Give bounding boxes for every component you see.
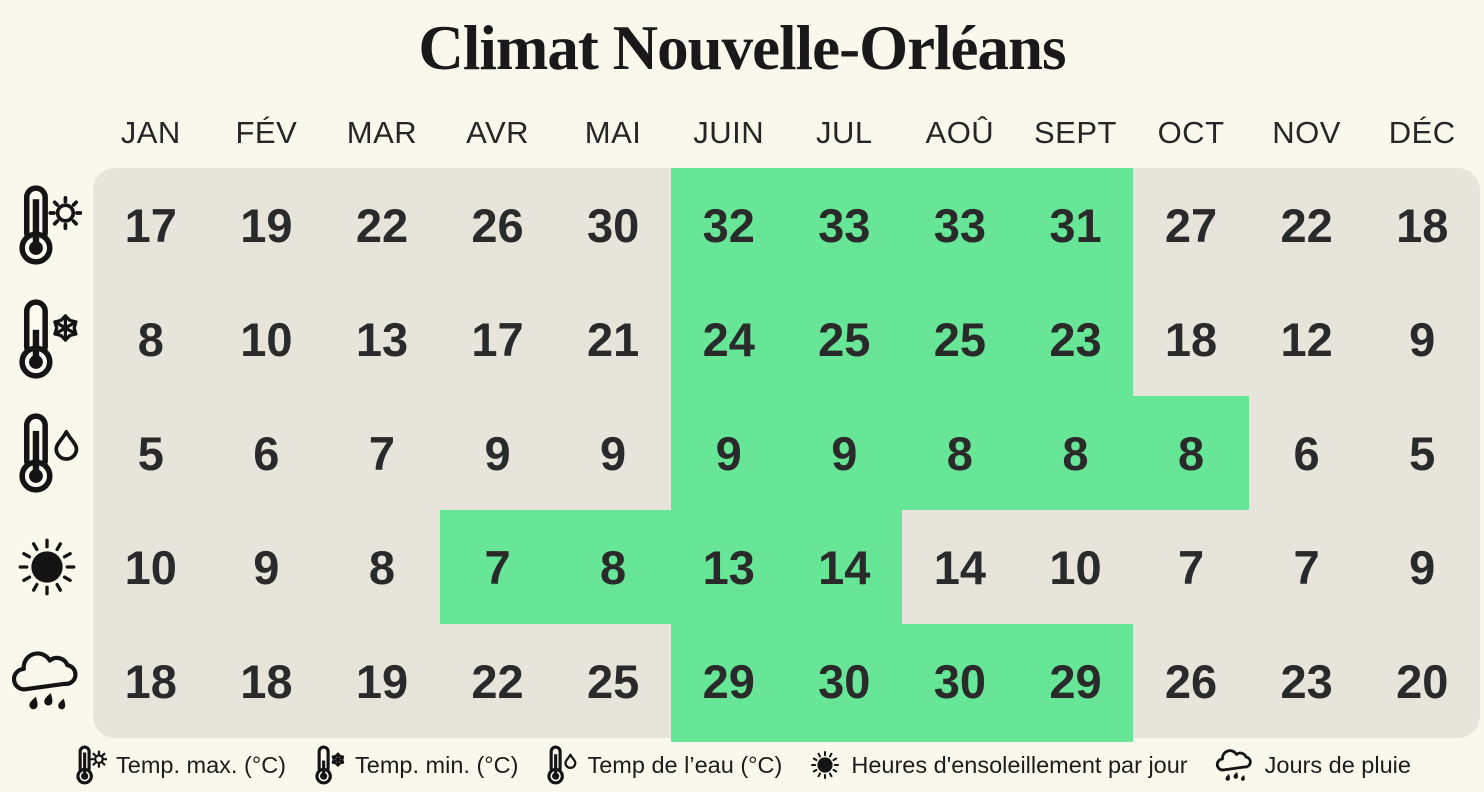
table-cell: 5 [137, 426, 164, 480]
table-cell: 19 [240, 198, 293, 252]
table-cell: 24 [670, 282, 787, 396]
table-cell: 18 [1164, 312, 1218, 366]
table-cell: 7 [368, 426, 396, 480]
table-cell: 10 [240, 312, 293, 366]
table-cell: 23 [1017, 282, 1134, 396]
legend-label: Jours de pluie [1264, 751, 1411, 778]
month-header: SEPT [1033, 115, 1117, 150]
table-cell: 8 [902, 396, 1018, 510]
table-cell: 8 [137, 312, 164, 366]
table-cell: 32 [670, 168, 787, 282]
table-cell: 9 [484, 426, 511, 480]
table-cell: 13 [355, 312, 409, 366]
legend-label: Heures d'ensoleillement par jour [851, 751, 1188, 778]
table-cell: 8 [368, 540, 396, 594]
legend-item-temp-eau: Temp de l’eau (°C) [544, 744, 782, 786]
table-cell: 19 [355, 654, 409, 708]
thermometer-sun-icon [73, 744, 108, 786]
table-cell: 33 [902, 168, 1018, 282]
table-cell: 25 [786, 282, 903, 396]
thermometer-drop-icon [0, 396, 93, 510]
thermometer-snowflake-icon [0, 282, 93, 396]
legend-item-ensoleillement: Heures d'ensoleillement par jour [808, 748, 1188, 782]
row-icon-column [0, 168, 93, 738]
legend-label: Temp de l’eau (°C) [587, 751, 783, 778]
table-cell: 20 [1396, 654, 1449, 708]
table-cell: 31 [1017, 168, 1134, 282]
table-cell: 23 [1280, 654, 1333, 708]
legend-label: Temp. min. (°C) [355, 751, 519, 778]
thermometer-snowflake-icon [312, 744, 346, 786]
month-header: OCT [1157, 115, 1225, 150]
month-header: JAN [120, 115, 181, 150]
month-header-row: JAN FÉV MAR AVR MAI JUIN JUL AOÛ SEPT OCT NOV DÉC [93, 108, 1480, 158]
month-header: NOV [1272, 115, 1341, 150]
rain-cloud-icon [1214, 747, 1256, 784]
table-cell: 9 [600, 426, 627, 480]
table-cell: 18 [1396, 198, 1449, 252]
table-cell: 30 [586, 198, 640, 252]
table-cell: 14 [933, 540, 986, 594]
month-header: AOÛ [925, 115, 995, 150]
legend-item-temp-max: Temp. max. (°C) [73, 744, 286, 786]
table-cell: 22 [355, 198, 409, 252]
table-cell: 27 [1164, 198, 1218, 252]
climate-table: 17 19 22 26 30 32 33 33 31 27 22 18 8 10 13 17 21 24 25 25 2… [93, 168, 1480, 738]
thermometer-sun-icon [0, 168, 93, 282]
table-cell: 10 [124, 540, 177, 594]
table-cell: 9 [1409, 312, 1436, 366]
legend-label: Temp. max. (°C) [116, 751, 287, 778]
table-cell: 5 [1409, 426, 1436, 480]
table-cell: 9 [1409, 540, 1436, 594]
rain-cloud-icon [0, 624, 93, 738]
table-cell: 17 [471, 312, 524, 366]
table-cell: 9 [786, 396, 903, 510]
table-cell: 8 [1133, 396, 1249, 510]
sun-icon [0, 510, 93, 624]
table-cell: 21 [586, 312, 640, 366]
sun-icon [808, 748, 842, 782]
table-cell: 9 [253, 540, 280, 594]
table-cell: 26 [1164, 654, 1218, 708]
month-header: JUIN [693, 115, 765, 150]
table-cell: 29 [1017, 624, 1134, 738]
thermometer-drop-icon [544, 744, 578, 786]
month-header: AVR [466, 115, 530, 150]
table-cell: 33 [786, 168, 903, 282]
table-cell: 25 [902, 282, 1018, 396]
table-cell: 18 [124, 654, 177, 708]
table-cell: 10 [1049, 540, 1102, 594]
table-cell: 8 [555, 510, 671, 624]
table-cell: 22 [471, 654, 524, 708]
table-cell: 7 [439, 510, 556, 624]
table-cell: 22 [1280, 198, 1333, 252]
legend-item-pluie: Jours de pluie [1214, 747, 1411, 784]
table-cell: 29 [670, 624, 787, 738]
table-cell: 30 [786, 624, 903, 738]
table-cell: 17 [124, 198, 177, 252]
month-header: JUL [815, 115, 873, 150]
table-cell: 26 [471, 198, 524, 252]
table-cell: 7 [1177, 540, 1205, 594]
month-header: FÉV [235, 115, 298, 150]
table-cell: 6 [253, 426, 280, 480]
table-cell: 14 [786, 510, 903, 624]
table-cell: 9 [670, 396, 787, 510]
table-cell: 13 [670, 510, 787, 624]
legend: Temp. max. (°C) Temp. min. (°C) [0, 740, 1484, 790]
table-cell: 7 [1293, 540, 1320, 594]
table-cell: 25 [586, 654, 640, 708]
month-header: DÉC [1388, 115, 1456, 150]
table-cell: 18 [240, 654, 293, 708]
table-cell: 8 [1017, 396, 1134, 510]
legend-item-temp-min: Temp. min. (°C) [312, 744, 518, 786]
month-header: MAR [346, 115, 418, 150]
table-cell: 12 [1280, 312, 1333, 366]
table-cell: 6 [1293, 426, 1320, 480]
page-title: Climat Nouvelle-Orléans [418, 13, 1066, 83]
table-cell: 30 [902, 624, 1018, 738]
month-header: MAI [584, 115, 642, 150]
